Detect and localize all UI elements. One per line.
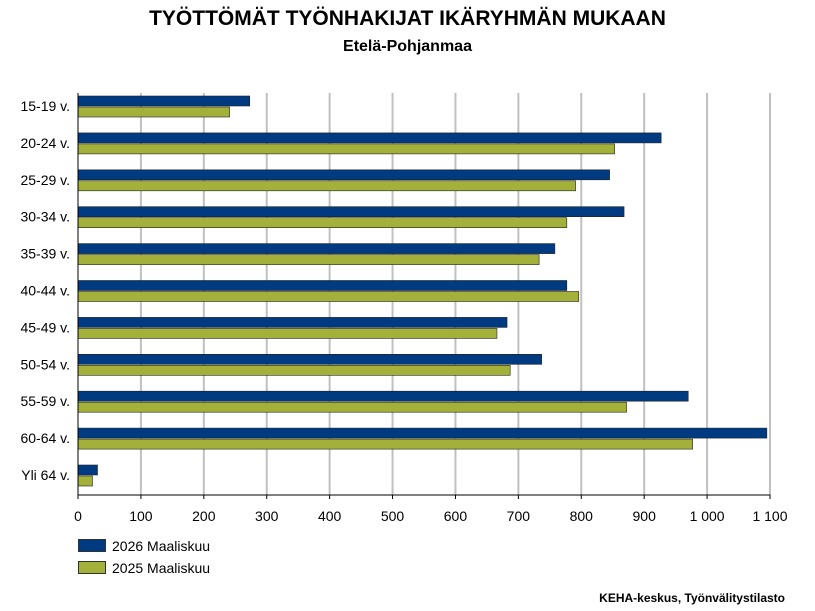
bar-2026 [77,243,556,254]
x-tick-label: 200 [192,508,216,524]
bar-2026 [77,132,662,144]
x-tick-label: 300 [255,508,279,524]
legend-label-2025: 2025 Maaliskuu [112,559,211,576]
bar-2026 [77,464,98,476]
x-tick-label: 600 [444,508,468,524]
bar-2026 [77,427,768,439]
x-tick-label: 1 100 [752,508,787,524]
bar-2026 [77,95,251,107]
category-label: 35-39 v. [20,246,70,262]
category-label: 30-34 v. [20,209,70,225]
bar-2025 [77,217,568,228]
bar-2025 [77,438,693,450]
bar-2026 [77,280,568,291]
x-tick-label: 700 [507,508,531,524]
category-label: 15-19 v. [20,98,70,114]
bar-2025 [77,364,511,376]
bar-2025 [77,143,615,155]
category-label: 40-44 v. [20,283,70,299]
legend-label-2026: 2026 Maaliskuu [112,537,211,554]
category-label: 25-29 v. [20,172,70,188]
x-tick-label: 1 000 [690,508,725,524]
bar-2026 [77,317,508,328]
category-label: 50-54 v. [20,356,70,372]
bar-2026 [77,390,689,402]
legend: 2026 Maaliskuu 2025 Maaliskuu [78,536,210,580]
category-label: 60-64 v. [20,430,70,446]
x-tick-label: 100 [129,508,153,524]
bar-2026 [77,206,625,217]
chart-title: TYÖTTÖMÄT TYÖNHAKIJAT IKÄRYHMÄN MUKAAN [149,7,666,30]
x-tick-label: 500 [381,508,405,524]
x-tick-label: 800 [570,508,594,524]
bar-2025 [77,328,498,339]
legend-item-2026: 2026 Maaliskuu [78,536,210,555]
category-label: 20-24 v. [20,135,70,151]
x-tick-label: 900 [633,508,657,524]
source-note: KEHA-keskus, Työnvälitystilasto [599,591,785,605]
bar-2026 [77,353,542,365]
legend-swatch-2026 [78,539,106,552]
bar-2026 [77,169,610,181]
bar-2025 [77,291,580,302]
x-tick-label: 400 [318,508,342,524]
x-tick-label: 0 [74,508,82,524]
bar-2025 [77,106,230,118]
chart-subtitle: Etelä-Pohjanmaa [343,38,472,55]
category-label: 45-49 v. [20,319,70,335]
category-label: Yli 64 v. [21,467,70,483]
bar-2025 [77,180,576,192]
category-label: 55-59 v. [20,393,70,409]
bar-2025 [77,401,627,413]
bar-2025 [77,475,93,487]
bar-2025 [77,254,540,265]
legend-item-2025: 2025 Maaliskuu [78,558,210,577]
legend-swatch-2025 [78,561,106,574]
